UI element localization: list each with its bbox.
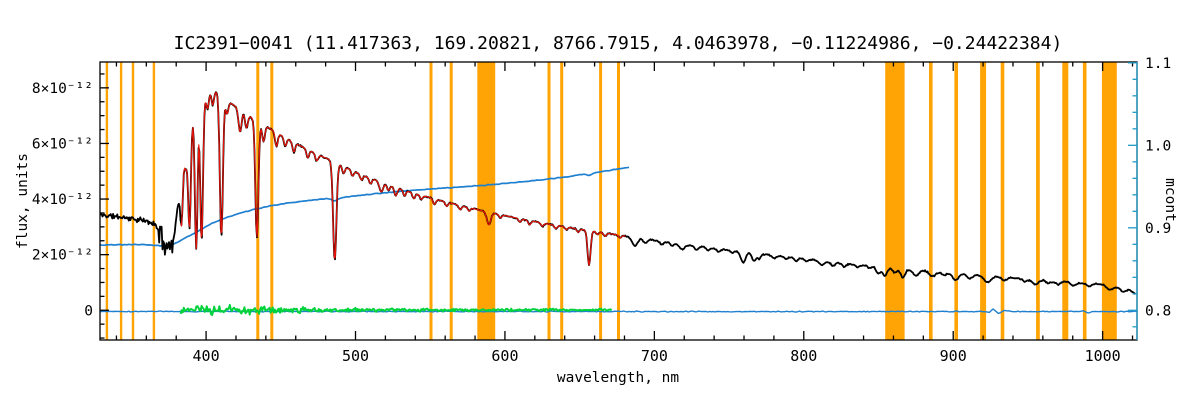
y-right-ticks [1128,62,1138,340]
masked-region [105,62,109,340]
x-tick-label: 800 [790,347,817,365]
series-model [180,91,626,266]
x-axis-labels: 400 500 600 700 800 900 1000 [193,347,1121,365]
series-residual [179,304,613,316]
masked-region [599,62,603,340]
masked-region [885,62,905,340]
x-tick-label: 1000 [1085,347,1121,365]
masked-region [429,62,433,340]
y-left-ticks [100,73,109,339]
masked-region [477,62,496,340]
masked-regions [105,62,1117,340]
masked-region [131,62,135,340]
masked-region [1082,62,1087,340]
masked-region [152,62,156,340]
y-right-tick-label: 0.8 [1145,303,1171,319]
masked-region [547,62,551,340]
y-left-axis-title: flux, units [15,153,31,249]
masked-region [929,62,933,340]
masked-region [1062,62,1069,340]
series-mcont [99,166,630,247]
masked-region [980,62,987,340]
y-left-tick-label: 8×10⁻¹² [32,81,93,97]
x-tick-label: 600 [491,347,518,365]
y-right-labels: 0.8 0.9 1.0 1.1 [1145,56,1171,319]
y-left-tick-label: 4×10⁻¹² [32,192,93,208]
masked-region [1101,62,1117,340]
y-right-tick-label: 1.0 [1145,138,1171,154]
masked-region [1036,62,1040,340]
y-right-tick-label: 0.9 [1145,221,1171,237]
y-left-tick-label: 2×10⁻¹² [32,248,93,264]
masked-region [617,62,620,340]
x-tick-label: 900 [940,347,967,365]
y-right-axis-title: mcont [1162,178,1178,222]
masked-region [119,62,123,340]
x-tick-label: 500 [342,347,369,365]
x-tick-label: 700 [641,347,668,365]
y-left-tick-label: 6×10⁻¹² [32,136,93,152]
chart-title: IC2391−0041 (11.417363, 169.20821, 8766.… [174,33,1063,54]
y-left-labels: 0 2×10⁻¹² 4×10⁻¹² 6×10⁻¹² 8×10⁻¹² [32,81,93,319]
y-right-tick-label: 1.1 [1145,56,1171,72]
y-left-tick-label: 0 [84,303,93,319]
masked-region [1000,62,1005,340]
masked-region [954,62,958,340]
masked-region [449,62,453,340]
masked-region [560,62,564,340]
x-tick-label: 400 [193,347,220,365]
x-axis-title: wavelength, nm [557,370,679,386]
plot-layers: 400 500 600 700 800 900 1000 0 2×10⁻¹² 4×10⁻¹² 6×1… [32,56,1171,365]
masked-region [270,62,274,340]
x-axis-ticks [115,62,1134,340]
